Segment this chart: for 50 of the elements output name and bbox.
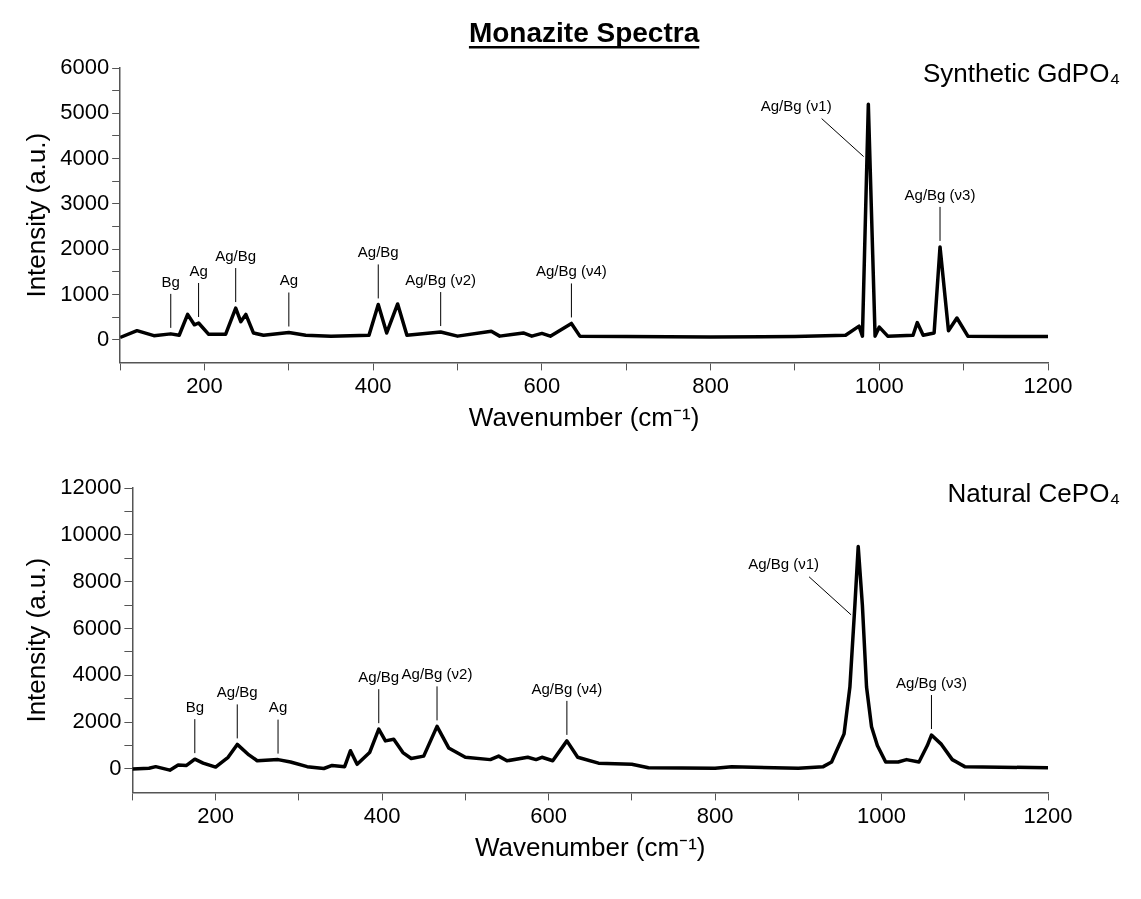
annotation: Ag/Bg (ν1) [760,97,832,115]
x-tick-label: 600 [523,372,561,398]
x-tick-label: 1000 [857,802,906,828]
annotation: Ag/Bg (ν4) [535,262,607,280]
annotation: Ag [189,261,208,279]
y-tick-label: 4000 [60,144,110,170]
y-axis-title: Intensity (a.u.) [20,132,51,298]
annotation: Ag/Bg [357,243,399,261]
x-tick-label: 1000 [854,372,904,398]
annotation: Ag/Bg [215,246,257,264]
x-axis-title: Wavenumber (cm⁻¹) [474,831,706,862]
y-tick-label: 1000 [60,280,110,306]
x-tick-label: 1200 [1023,372,1073,398]
annotation: Ag [268,698,288,716]
y-tick-label: 2000 [60,235,110,261]
annotation: Ag [279,271,299,289]
y-tick-label: 8000 [72,567,122,593]
annotation: Ag/Bg (ν4) [531,679,603,697]
y-tick-label: 0 [109,755,122,781]
y-tick-label: 12000 [60,474,122,500]
x-tick-label: 200 [197,802,234,828]
text: Synthetic GdPO₄ [922,58,1120,89]
x-tick-label: 800 [696,802,734,828]
x-tick-label: 800 [692,372,729,398]
annotation: Bg [161,272,180,290]
annotation: Ag/Bg [216,683,258,701]
annotation: Ag/Bg (ν2) [405,270,477,288]
annotation: Ag/Bg (ν2) [401,665,473,683]
y-tick-label: 2000 [72,708,122,734]
annotation: Ag/Bg [358,667,400,685]
x-tick-label: 200 [186,372,223,398]
x-tick-label: 400 [363,802,401,828]
y-tick-label: 5000 [60,99,110,125]
text: Natural CePO₄ [947,478,1120,509]
x-tick-label: 600 [530,802,567,828]
chart-title: Monazite Spectra [468,17,700,48]
y-tick-label: 4000 [72,661,122,687]
annotation: Ag/Bg (ν3) [896,673,967,691]
annotation: Ag/Bg (ν1) [748,555,820,573]
y-tick-label: 10000 [60,520,122,546]
y-tick-label: 0 [96,325,110,351]
x-tick-label: 1200 [1023,802,1073,828]
y-tick-label: 6000 [60,54,110,80]
x-tick-label: 400 [354,372,392,398]
annotation: Ag/Bg (ν3) [904,185,976,203]
y-tick-label: 3000 [60,189,110,215]
y-tick-label: 6000 [72,614,122,640]
annotation: Bg [185,697,204,715]
y-axis-title: Intensity (a.u.) [20,557,51,723]
x-axis-title: Wavenumber (cm⁻¹) [468,401,700,432]
